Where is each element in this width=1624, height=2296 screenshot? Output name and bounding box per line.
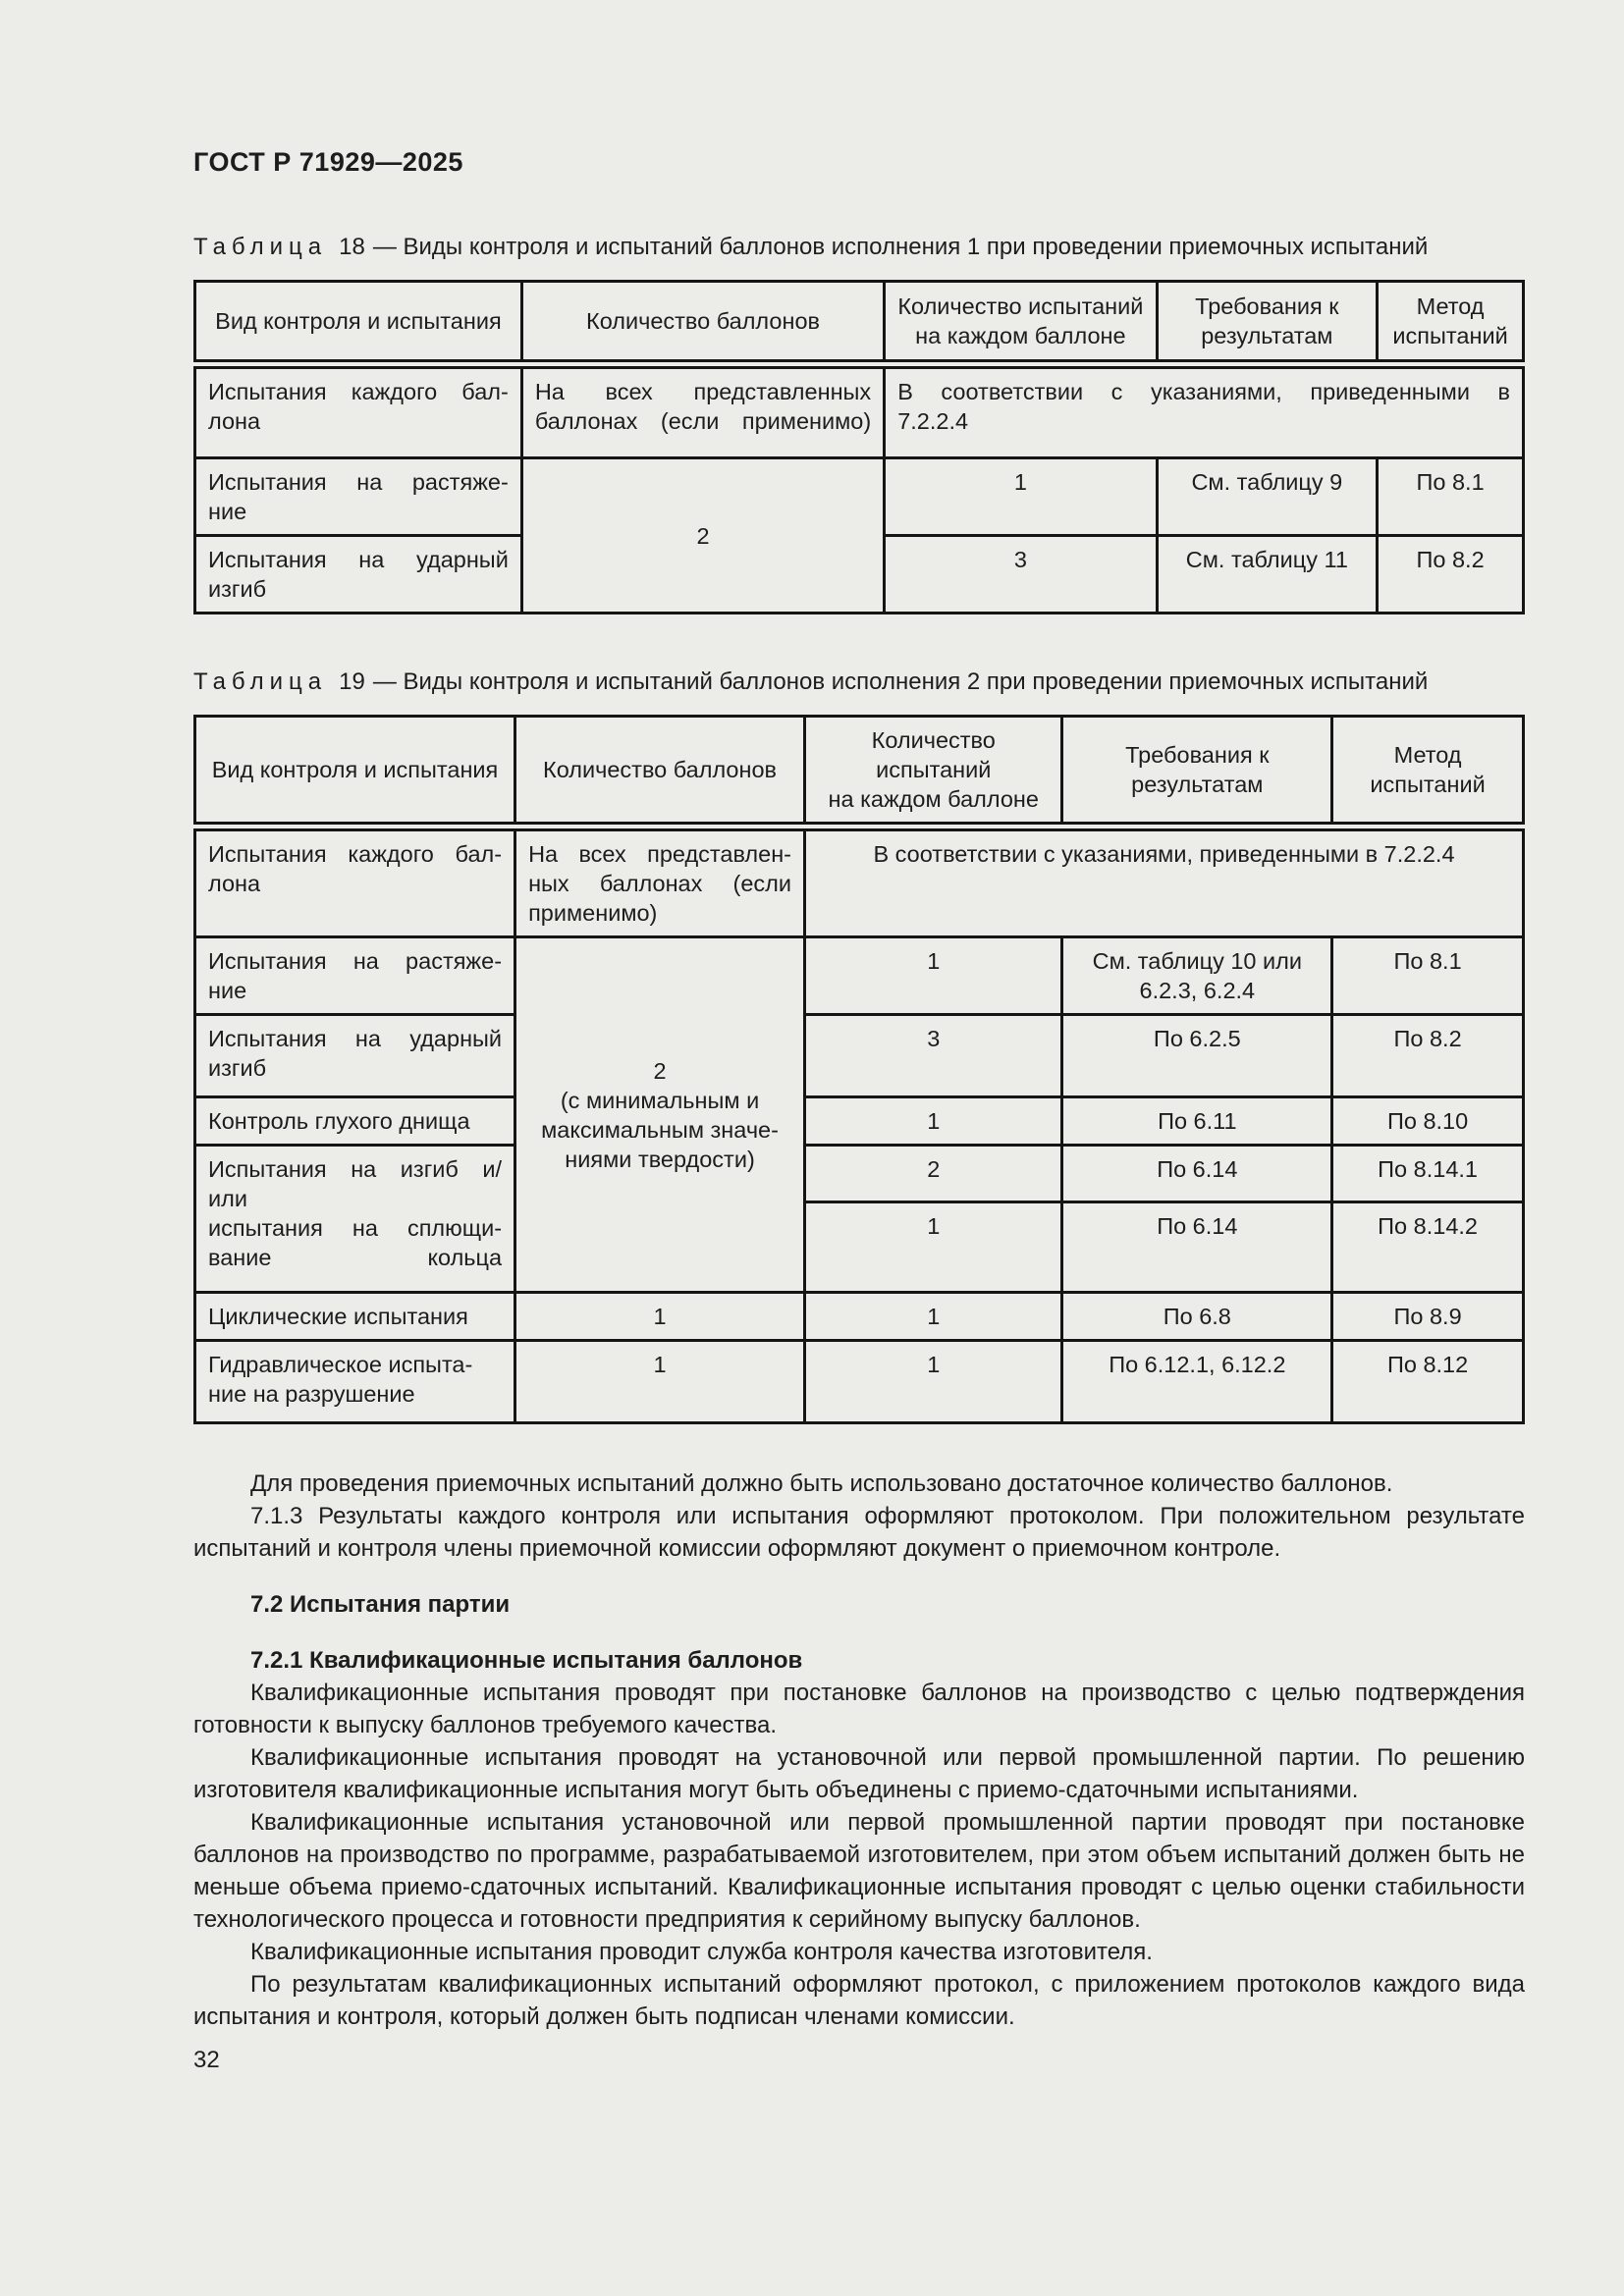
table-caption-word: Таблица xyxy=(193,668,328,695)
column-header: Вид контроля и испытания xyxy=(193,280,523,369)
table-cell: Испытания на растяже- ние xyxy=(192,935,517,1016)
table-cell: По 8.1 xyxy=(1376,456,1525,537)
table-cell: По 8.10 xyxy=(1330,1095,1525,1147)
table-cell: По 6.8 xyxy=(1060,1291,1334,1342)
column-header: Вид контроля и испытания xyxy=(192,715,517,831)
page-number: 32 xyxy=(193,2047,220,2073)
table-cell: 1 xyxy=(803,1339,1064,1424)
table-cell: По 8.9 xyxy=(1330,1291,1525,1342)
table-cell: 2 (с минимальным и максимальным значе- н… xyxy=(514,935,807,1294)
table-cell: По 8.1 xyxy=(1330,935,1525,1016)
table-cell: На всех представлен- ных баллонах (если … xyxy=(514,825,807,938)
table-cell: Циклические испытания xyxy=(192,1291,517,1342)
table-cell: По 6.11 xyxy=(1060,1095,1334,1147)
table-cell: По 6.2.5 xyxy=(1060,1013,1334,1098)
table-row: 1 По 6.14 По 8.14.2 xyxy=(195,1201,1525,1294)
body-text: Для проведения приемочных испытаний долж… xyxy=(193,1468,1525,2033)
table-row: Контроль глухого днища 1 По 6.11 По 8.10 xyxy=(192,1095,1525,1147)
paragraph-7-1-3: 7.1.3 Результаты каждого контроля или ис… xyxy=(193,1503,1525,1562)
table-row: Испытания на изгиб и/ или испытания на с… xyxy=(192,1144,1525,1294)
column-header: Метод испытаний xyxy=(1330,715,1525,831)
table-row: Испытания каждого бал- лона На всех пред… xyxy=(192,825,1525,938)
table-cell: 1 xyxy=(803,1095,1064,1147)
paragraph: Квалификационные испытания проводят на у… xyxy=(193,1744,1525,1803)
table-row: Испытания на ударный изгиб 3 По 6.2.5 По… xyxy=(192,1013,1525,1098)
table-cell: Испытания на растяже- ние xyxy=(193,456,523,537)
table-cell: По 8.2 xyxy=(1376,534,1525,614)
table-cell: Гидравлическое испыта- ние на разрушение xyxy=(192,1339,517,1424)
column-header: Количество баллонов xyxy=(519,280,887,369)
table-caption-word: Таблица xyxy=(193,234,328,260)
table-cell: 1 xyxy=(883,456,1159,537)
table-cell: По 8.12 xyxy=(1330,1339,1525,1424)
table-caption-number: 18 xyxy=(339,234,365,260)
table-cell: 1 xyxy=(514,1291,807,1342)
table-cell: Испытания на изгиб и/ или испытания на с… xyxy=(192,1144,517,1294)
table-cell: 2 xyxy=(803,1144,1064,1203)
table-18: Вид контроля и испытания Количество балл… xyxy=(193,280,1525,614)
table-cell: Испытания каждого бал- лона xyxy=(193,362,523,459)
column-header: Требования к результатам xyxy=(1060,715,1334,831)
table-18-caption: Таблица 18 — Виды контроля и испытаний бал… xyxy=(193,233,1525,262)
document-code: ГОСТ Р 71929—2025 xyxy=(193,147,463,177)
table-cell: 1 xyxy=(803,935,1064,1016)
heading-7-2: 7.2 Испытания партии xyxy=(250,1591,511,1618)
column-header: Количество баллонов xyxy=(514,715,807,831)
table-row: Испытания каждого бал- лона На всех пред… xyxy=(193,362,1525,459)
table-cell: 2 xyxy=(519,456,887,614)
paragraph: Квалификационные испытания проводит служ… xyxy=(250,1939,1153,1965)
column-header: Метод испытаний xyxy=(1376,280,1525,369)
table-row: Циклические испытания 1 1 По 6.8 По 8.9 xyxy=(192,1291,1525,1342)
table-cell: Контроль глухого днища xyxy=(192,1095,517,1147)
table-cell: См. таблицу 10 или 6.2.3, 6.2.4 xyxy=(1060,935,1334,1016)
table-cell: 3 xyxy=(803,1013,1064,1098)
column-header: Количество испытаний на каждом баллоне xyxy=(803,715,1064,831)
table-header-row: Вид контроля и испытания Количество балл… xyxy=(193,280,1525,369)
column-header: Требования к результатам xyxy=(1155,280,1380,369)
table-caption-number: 19 xyxy=(339,668,365,695)
table-cell: По 8.14.2 xyxy=(1330,1201,1525,1294)
table-cell: По 6.12.1, 6.12.2 xyxy=(1060,1339,1334,1424)
table-19-caption: Таблица 19 — Виды контроля и испытаний бал… xyxy=(193,667,1525,697)
table-cell: Испытания на ударный изгиб xyxy=(192,1013,517,1098)
table-caption-text: — Виды контроля и испытаний баллонов исп… xyxy=(372,234,1429,260)
table-row: Испытания на ударный изгиб 3 См. таблицу… xyxy=(193,534,1525,614)
table-cell: 1 xyxy=(803,1291,1064,1342)
paragraph: Квалификационные испытания установочной … xyxy=(193,1809,1525,1933)
table-cell: На всех представленных баллонах (если пр… xyxy=(519,362,887,459)
table-cell: Испытания каждого бал- лона xyxy=(192,825,517,938)
table-cell: По 8.14.1 xyxy=(1330,1144,1525,1203)
table-caption-text: — Виды контроля и испытаний баллонов исп… xyxy=(372,668,1429,695)
paragraph: Квалификационные испытания проводят при … xyxy=(193,1680,1525,1738)
table-cell: По 6.14 xyxy=(1060,1144,1334,1203)
table-row: Испытания на растяже- ние 2 1 См. таблиц… xyxy=(193,456,1525,614)
table-cell: По 6.14 xyxy=(1060,1201,1334,1294)
table-cell: По 8.2 xyxy=(1330,1013,1525,1098)
table-cell: В соответствии с указаниями, приведенным… xyxy=(883,362,1525,459)
table-header-row: Вид контроля и испытания Количество балл… xyxy=(192,715,1525,831)
table-cell: 1 xyxy=(803,1201,1064,1294)
table-cell: 3 xyxy=(883,534,1159,614)
table-row: Испытания на растяже- ние 2 (с минимальн… xyxy=(192,935,1525,1294)
column-header: Количество испытаний на каждом баллоне xyxy=(883,280,1159,369)
paragraph: По результатам квалификационных испытани… xyxy=(193,1971,1525,2030)
table-row: Гидравлическое испыта- ние на разрушение… xyxy=(192,1339,1525,1424)
paragraph: Для проведения приемочных испытаний долж… xyxy=(250,1470,1393,1497)
table-19: Вид контроля и испытания Количество балл… xyxy=(192,715,1525,1424)
table-cell: В соответствии с указаниями, приведенным… xyxy=(803,825,1525,938)
table-cell: См. таблицу 11 xyxy=(1155,534,1380,614)
heading-7-2-1: 7.2.1 Квалификационные испытания баллоно… xyxy=(250,1647,803,1674)
table-cell: Испытания на ударный изгиб xyxy=(193,534,523,614)
table-cell: См. таблицу 9 xyxy=(1155,456,1380,537)
page-content: ГОСТ Р 71929—2025 Таблица 18 — Виды контро… xyxy=(192,147,1525,2073)
table-cell: 1 xyxy=(514,1339,807,1424)
